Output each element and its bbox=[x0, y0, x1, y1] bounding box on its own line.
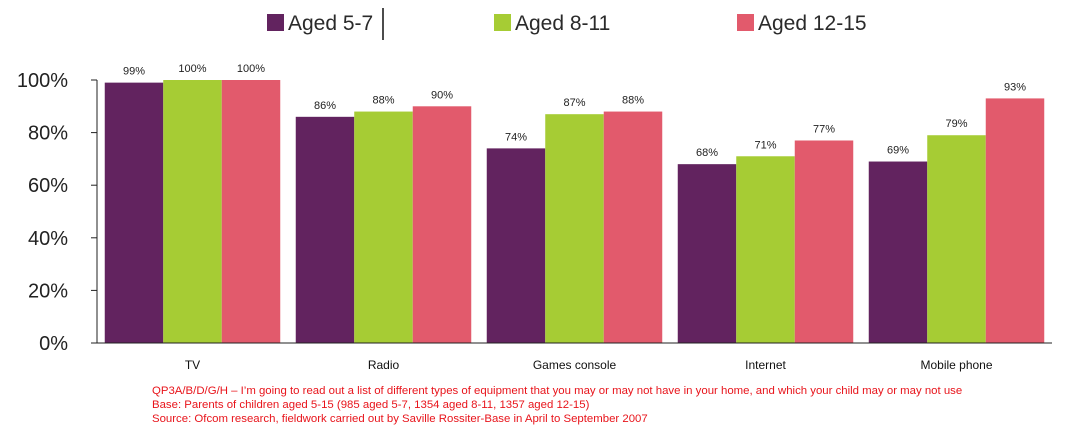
data-label: 68% bbox=[696, 147, 718, 159]
bar bbox=[163, 80, 222, 343]
legend-swatch bbox=[494, 14, 511, 31]
bar bbox=[868, 161, 928, 343]
legend-swatch bbox=[267, 14, 284, 31]
source-note: Source: Ofcom research, fieldwork carrie… bbox=[152, 413, 648, 425]
bar bbox=[545, 114, 604, 343]
x-tick-label: TV bbox=[185, 358, 200, 372]
data-label: 99% bbox=[123, 66, 145, 78]
x-tick-label: Mobile phone bbox=[920, 358, 992, 372]
data-label: 86% bbox=[314, 100, 336, 112]
data-label: 100% bbox=[178, 63, 206, 75]
y-tick-label: 80% bbox=[28, 123, 68, 145]
y-tick-label: 0% bbox=[39, 333, 68, 355]
data-label: 88% bbox=[622, 95, 644, 107]
bar bbox=[412, 106, 472, 343]
data-label: 100% bbox=[237, 63, 265, 75]
question-note: QP3A/B/D/G/H – I’m going to read out a l… bbox=[152, 385, 963, 397]
legend-label: Aged 12-15 bbox=[758, 12, 867, 35]
y-tick-label: 100% bbox=[17, 70, 68, 92]
data-label: 88% bbox=[372, 95, 394, 107]
y-tick-label: 20% bbox=[28, 280, 68, 302]
bar bbox=[927, 135, 986, 343]
bar-chart: Aged 5-7 Aged 8-11 Aged 12-15 0% 20% 40% 60% 8… bbox=[17, 8, 1052, 372]
bar bbox=[354, 111, 413, 343]
data-label: 71% bbox=[754, 139, 776, 151]
data-label: 87% bbox=[563, 97, 585, 109]
x-tick-label: Internet bbox=[745, 358, 786, 372]
bar bbox=[736, 156, 795, 343]
bar bbox=[794, 140, 854, 343]
legend: Aged 5-7 Aged 8-11 Aged 12-15 bbox=[267, 8, 867, 40]
x-axis: TV Radio Games console Internet Mobile phone bbox=[97, 342, 1052, 372]
bars: 99% 100% 100% 86% 88% 90% 74% 87% 88% 68% 71% 77% 69… bbox=[104, 63, 1045, 343]
base-note: Base: Parents of children aged 5-15 (985… bbox=[152, 399, 590, 411]
bar bbox=[677, 164, 737, 343]
data-label: 74% bbox=[505, 131, 527, 143]
data-label: 90% bbox=[431, 89, 453, 101]
legend-label: Aged 8-11 bbox=[515, 12, 610, 35]
data-label: 77% bbox=[813, 123, 835, 135]
bar bbox=[985, 98, 1045, 343]
x-tick-label: Radio bbox=[368, 358, 400, 372]
bar bbox=[486, 148, 546, 343]
y-axis: 0% 20% 40% 60% 80% 100% bbox=[17, 70, 98, 355]
data-label: 93% bbox=[1004, 81, 1026, 93]
data-label: 79% bbox=[945, 118, 967, 130]
y-tick-label: 40% bbox=[28, 228, 68, 250]
chart-notes: QP3A/B/D/G/H – I’m going to read out a l… bbox=[152, 384, 962, 426]
bar bbox=[221, 80, 281, 343]
y-tick-label: 60% bbox=[28, 175, 68, 197]
data-label: 69% bbox=[887, 145, 909, 157]
legend-swatch bbox=[737, 14, 754, 31]
bar bbox=[603, 111, 663, 343]
bar bbox=[295, 116, 355, 343]
bar bbox=[104, 82, 164, 343]
legend-label: Aged 5-7 bbox=[288, 12, 373, 35]
x-tick-label: Games console bbox=[533, 358, 617, 372]
